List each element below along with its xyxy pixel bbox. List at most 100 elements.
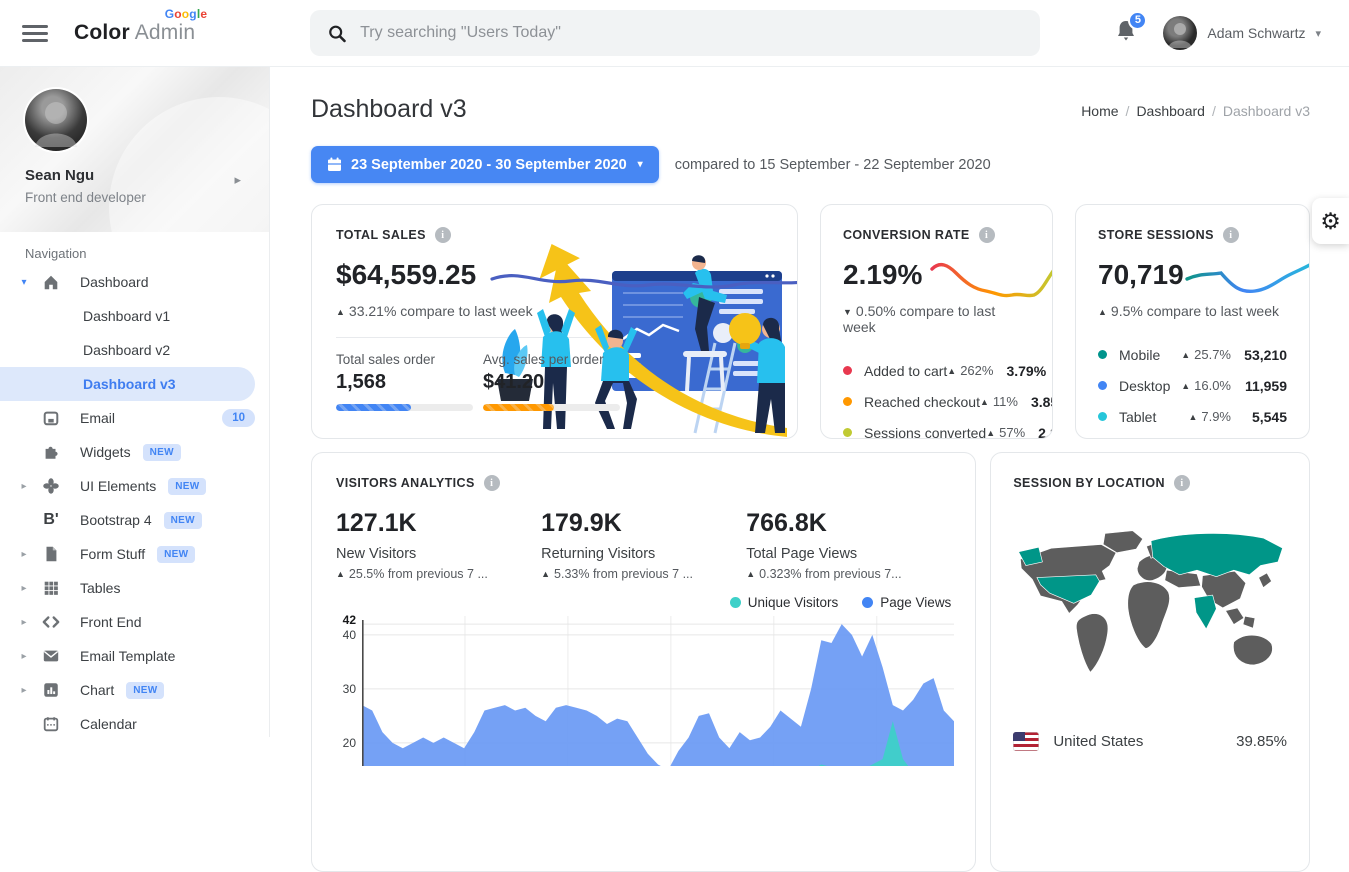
- metric-value: 3.79%: [1006, 363, 1046, 379]
- progress-bar: [336, 404, 473, 411]
- date-range-value: 23 September 2020 - 30 September 2020: [351, 157, 627, 173]
- stat-delta: ▲25.5% from previous 7 ...: [336, 567, 541, 581]
- series-color-dot: [1098, 350, 1107, 359]
- sidebar-item-label: Dashboard v3: [83, 376, 176, 392]
- info-icon[interactable]: i: [1174, 475, 1190, 491]
- sidebar-item-label: Calendar: [80, 716, 137, 732]
- stat-value: 127.1K: [336, 509, 541, 538]
- sidebar-item-label: Bootstrap 4: [80, 512, 152, 528]
- new-badge: NEW: [157, 546, 195, 563]
- stat-label: Returning Visitors: [541, 546, 746, 562]
- metric-change: ▲11%: [980, 394, 1018, 409]
- compare-period-text: compared to 15 September - 22 September …: [675, 157, 991, 173]
- theme-settings-button[interactable]: ⚙: [1312, 198, 1349, 244]
- visitor-stat-returning-visitors: 179.9K Returning Visitors ▲5.33% from pr…: [541, 509, 746, 581]
- notifications-button[interactable]: 5: [1115, 19, 1137, 48]
- ui-elements-icon: [40, 477, 62, 495]
- breadcrumb-home[interactable]: Home: [1081, 103, 1118, 119]
- sessions-sparkline: [1185, 257, 1310, 315]
- conversion-row-reached-checkout[interactable]: Reached checkout ▲11% 3.85%: [843, 386, 1030, 417]
- metric-change: ▲262%: [947, 363, 993, 378]
- info-icon[interactable]: i: [1223, 227, 1239, 243]
- conversion-row-added-to-cart[interactable]: Added to cart ▲262% 3.79%: [843, 355, 1030, 386]
- sidebar-item-label: Dashboard: [80, 274, 149, 290]
- notification-count-badge: 5: [1128, 11, 1147, 30]
- country-row-united-states[interactable]: United States 39.85%: [1013, 732, 1287, 751]
- profile-expand-icon[interactable]: ▸: [234, 172, 241, 188]
- chevron-right-icon: ▸: [12, 617, 36, 628]
- sidebar-profile[interactable]: Sean Ngu Front end developer ▸: [0, 67, 269, 232]
- stat-label: Avg. sales per order: [483, 352, 620, 367]
- breadcrumb: Home/Dashboard/Dashboard v3: [1081, 103, 1310, 119]
- stat-value: 1,568: [336, 371, 473, 394]
- sidebar: Sean Ngu Front end developer ▸ Navigatio…: [0, 67, 270, 737]
- date-range-picker-button[interactable]: 23 September 2020 - 30 September 2020 ▾: [311, 146, 659, 183]
- bootstrap-4-icon: B': [40, 511, 62, 529]
- device-label: Desktop: [1119, 378, 1170, 394]
- sidebar-item-email-template[interactable]: ▸Email Template: [0, 639, 269, 673]
- top-header: Google Color Admin 5 Adam Schwartz ▾: [0, 0, 1349, 67]
- total-sales-title: TOTAL SALES: [336, 228, 426, 242]
- gear-icon: ⚙: [1320, 208, 1341, 235]
- sessions-row-desktop[interactable]: Desktop ▲16.0% 11,959: [1098, 370, 1287, 401]
- series-color-dot: [1098, 412, 1107, 421]
- stat-label: Total sales order: [336, 352, 473, 367]
- sidebar-item-bootstrap-4[interactable]: B' Bootstrap 4 NEW: [0, 503, 269, 537]
- legend-dot: [862, 597, 873, 608]
- legend-item-unique-visitors[interactable]: Unique Visitors: [730, 595, 839, 610]
- user-menu[interactable]: Adam Schwartz ▾: [1163, 16, 1321, 50]
- profile-role: Front end developer: [25, 190, 249, 205]
- sidebar-item-tables[interactable]: ▸Tables: [0, 571, 269, 605]
- progress-bar: [483, 404, 620, 411]
- chart-icon: [40, 681, 62, 699]
- chart-legend: Unique Visitors Page Views: [336, 595, 951, 610]
- breadcrumb-dashboard[interactable]: Dashboard: [1136, 103, 1205, 119]
- sidebar-item-dashboard-v1[interactable]: Dashboard v1: [0, 299, 269, 333]
- sidebar-item-front-end[interactable]: ▸Front End: [0, 605, 269, 639]
- sidebar-item-label: UI Elements: [80, 478, 156, 494]
- app-logo[interactable]: Google Color Admin: [74, 21, 195, 45]
- sessions-row-tablet[interactable]: Tablet ▲7.9% 5,545: [1098, 401, 1287, 432]
- info-icon[interactable]: i: [435, 227, 451, 243]
- metric-value: 2.19%: [1038, 425, 1053, 440]
- count-badge: 10: [222, 409, 255, 427]
- series-color-dot: [843, 397, 852, 406]
- total-sales-value: $64,559.25: [336, 259, 773, 291]
- sidebar-item-calendar[interactable]: Calendar: [0, 707, 269, 741]
- metric-label: Added to cart: [864, 363, 947, 379]
- menu-toggle-button[interactable]: [22, 21, 48, 46]
- search-input[interactable]: [360, 24, 1022, 42]
- email-template-icon: [40, 647, 62, 665]
- main-content: Dashboard v3 Home/Dashboard/Dashboard v3…: [270, 67, 1349, 872]
- sidebar-item-dashboard-v3[interactable]: Dashboard v3: [0, 367, 255, 401]
- email-icon: [40, 409, 62, 427]
- search-icon: [328, 24, 346, 43]
- metric-change: ▲57%: [986, 425, 1025, 439]
- info-icon[interactable]: i: [979, 227, 995, 243]
- tables-icon: [40, 579, 62, 597]
- series-color-dot: [843, 366, 852, 375]
- chevron-down-icon: ▾: [638, 159, 643, 170]
- chevron-down-icon: ▾: [1315, 27, 1321, 40]
- new-badge: NEW: [126, 682, 164, 699]
- device-value: 5,545: [1231, 409, 1287, 425]
- sidebar-item-dashboard[interactable]: ▾Dashboard: [0, 265, 269, 299]
- breadcrumb-separator: /: [1212, 103, 1216, 119]
- global-search[interactable]: [310, 10, 1040, 56]
- world-map[interactable]: [1013, 521, 1289, 693]
- conversion-row-sessions-converted[interactable]: Sessions converted ▲57% 2.19%: [843, 417, 1030, 439]
- legend-item-page-views[interactable]: Page Views: [862, 595, 951, 610]
- sidebar-item-dashboard-v2[interactable]: Dashboard v2: [0, 333, 269, 367]
- sessions-row-mobile[interactable]: Mobile ▲25.7% 53,210: [1098, 339, 1287, 370]
- chevron-right-icon: ▸: [12, 583, 36, 594]
- info-icon[interactable]: i: [484, 475, 500, 491]
- new-badge: NEW: [164, 512, 202, 529]
